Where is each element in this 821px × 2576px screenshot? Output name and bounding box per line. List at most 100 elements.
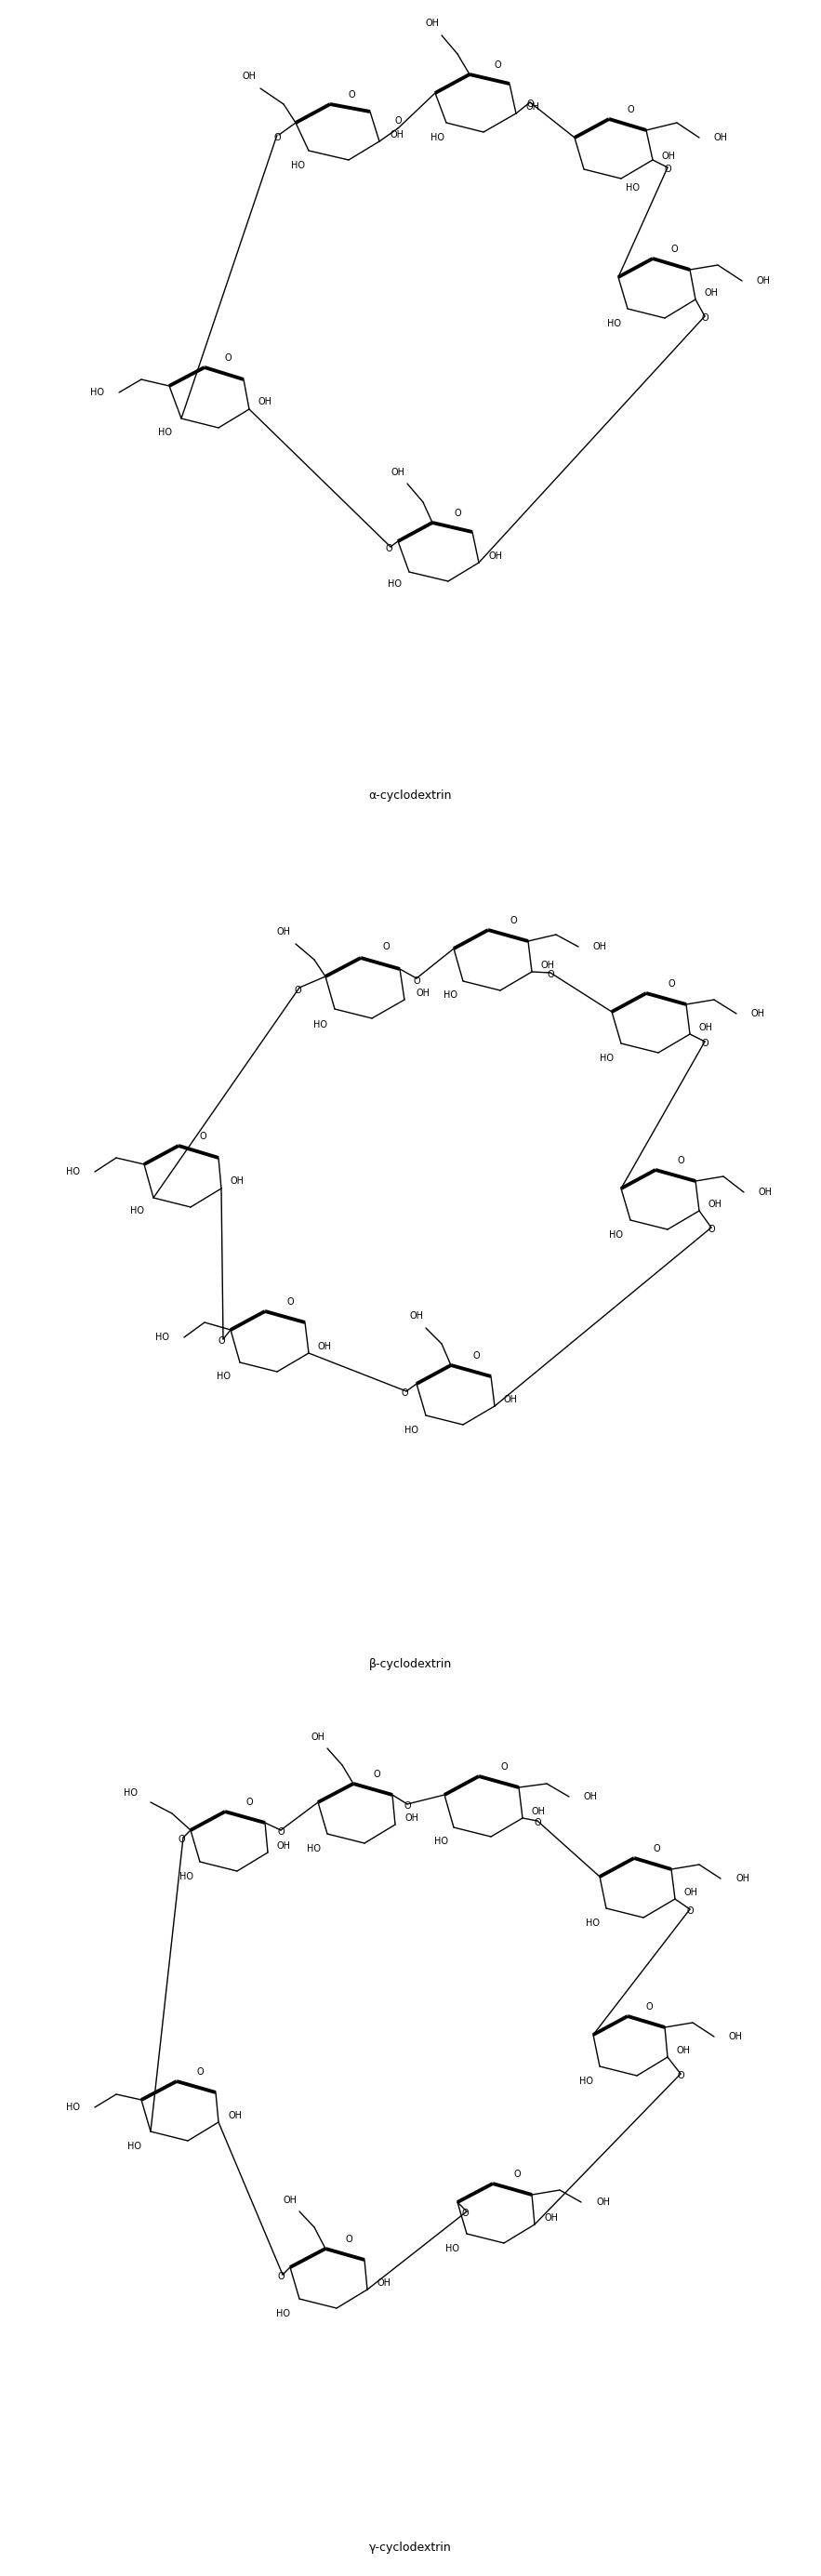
Text: γ-cyclodextrin: γ-cyclodextrin (369, 2543, 452, 2555)
Text: O: O (677, 1157, 684, 1164)
Text: O: O (526, 100, 534, 108)
Text: O: O (385, 544, 392, 554)
Text: HO: HO (127, 2141, 141, 2151)
Text: O: O (404, 1801, 410, 1811)
Text: O: O (383, 943, 389, 951)
Text: OH: OH (277, 927, 291, 938)
Text: OH: OH (405, 1814, 419, 1824)
Text: O: O (345, 2236, 352, 2244)
Text: HO: HO (307, 1844, 321, 1852)
Text: HO: HO (608, 319, 621, 327)
Text: O: O (273, 134, 281, 142)
Text: HO: HO (90, 389, 104, 397)
Text: OH: OH (277, 1842, 291, 1850)
Text: O: O (667, 979, 675, 989)
Text: O: O (277, 1826, 284, 1837)
Text: OH: OH (729, 2032, 743, 2040)
Text: HO: HO (66, 2102, 80, 2112)
Text: O: O (534, 1819, 541, 1826)
Text: HO: HO (580, 2076, 594, 2087)
Text: OH: OH (425, 18, 439, 28)
Text: O: O (200, 1131, 206, 1141)
Text: OH: OH (532, 1806, 546, 1816)
Text: OH: OH (311, 1734, 325, 1741)
Text: O: O (373, 1770, 380, 1780)
Text: HO: HO (430, 134, 444, 142)
Text: HO: HO (388, 580, 401, 590)
Text: O: O (196, 2069, 204, 2076)
Text: O: O (178, 1834, 185, 1844)
Text: OH: OH (597, 2197, 611, 2208)
Text: β-cyclodextrin: β-cyclodextrin (369, 1659, 452, 1672)
Text: O: O (547, 971, 554, 979)
Text: HO: HO (217, 1370, 231, 1381)
Text: O: O (473, 1352, 479, 1360)
Text: O: O (701, 1038, 709, 1048)
Text: O: O (671, 245, 677, 255)
Text: HO: HO (124, 1788, 138, 1798)
Text: HO: HO (445, 2244, 459, 2254)
Text: HO: HO (155, 1332, 169, 1342)
Text: OH: OH (759, 1188, 773, 1198)
Text: O: O (645, 2002, 653, 2012)
Text: HO: HO (314, 1020, 328, 1030)
Text: OH: OH (584, 1793, 598, 1801)
Text: O: O (708, 1224, 715, 1234)
Text: OH: OH (541, 961, 555, 971)
Text: OH: OH (594, 943, 608, 951)
Text: O: O (653, 1844, 660, 1852)
Text: O: O (348, 90, 355, 100)
Text: OH: OH (685, 1888, 699, 1896)
Text: O: O (224, 353, 232, 363)
Text: OH: OH (415, 989, 429, 997)
Text: HO: HO (434, 1837, 448, 1847)
Text: HO: HO (443, 989, 457, 999)
Text: O: O (245, 1798, 253, 1806)
Text: OH: OH (318, 1342, 332, 1352)
Text: OH: OH (757, 276, 771, 286)
Text: HO: HO (585, 1919, 599, 1927)
Text: O: O (401, 1388, 408, 1399)
Text: OH: OH (377, 2277, 391, 2287)
Text: O: O (494, 59, 501, 70)
Text: OH: OH (709, 1200, 722, 1208)
Text: O: O (500, 1762, 507, 1772)
Text: OH: OH (488, 551, 502, 562)
Text: OH: OH (714, 134, 728, 142)
Text: O: O (664, 165, 671, 175)
Text: O: O (454, 507, 461, 518)
Text: O: O (461, 2208, 469, 2218)
Text: OH: OH (259, 397, 273, 407)
Text: HO: HO (66, 1167, 80, 1177)
Text: OH: OH (736, 1873, 750, 1883)
Text: OH: OH (525, 103, 539, 111)
Text: OH: OH (662, 152, 676, 160)
Text: HO: HO (158, 428, 172, 438)
Text: OH: OH (699, 1023, 713, 1033)
Text: HO: HO (276, 2308, 290, 2318)
Text: OH: OH (544, 2213, 558, 2223)
Text: HO: HO (599, 1054, 613, 1064)
Text: O: O (287, 1298, 294, 1306)
Text: α-cyclodextrin: α-cyclodextrin (369, 788, 452, 801)
Text: O: O (627, 106, 634, 113)
Text: O: O (510, 917, 516, 925)
Text: OH: OH (391, 469, 405, 477)
Text: O: O (394, 116, 401, 126)
Text: OH: OH (283, 2195, 297, 2205)
Text: HO: HO (609, 1231, 623, 1239)
Text: HO: HO (405, 1425, 419, 1435)
Text: OH: OH (242, 72, 256, 80)
Text: OH: OH (227, 2110, 241, 2120)
Text: O: O (513, 2169, 521, 2179)
Text: OH: OH (410, 1311, 424, 1321)
Text: OH: OH (677, 2045, 690, 2056)
Text: OH: OH (231, 1177, 245, 1185)
Text: OH: OH (704, 289, 718, 299)
Text: O: O (413, 976, 420, 987)
Text: O: O (218, 1337, 225, 1345)
Text: HO: HO (626, 183, 640, 193)
Text: HO: HO (180, 1873, 194, 1880)
Text: O: O (677, 2071, 684, 2081)
Text: OH: OH (751, 1010, 765, 1018)
